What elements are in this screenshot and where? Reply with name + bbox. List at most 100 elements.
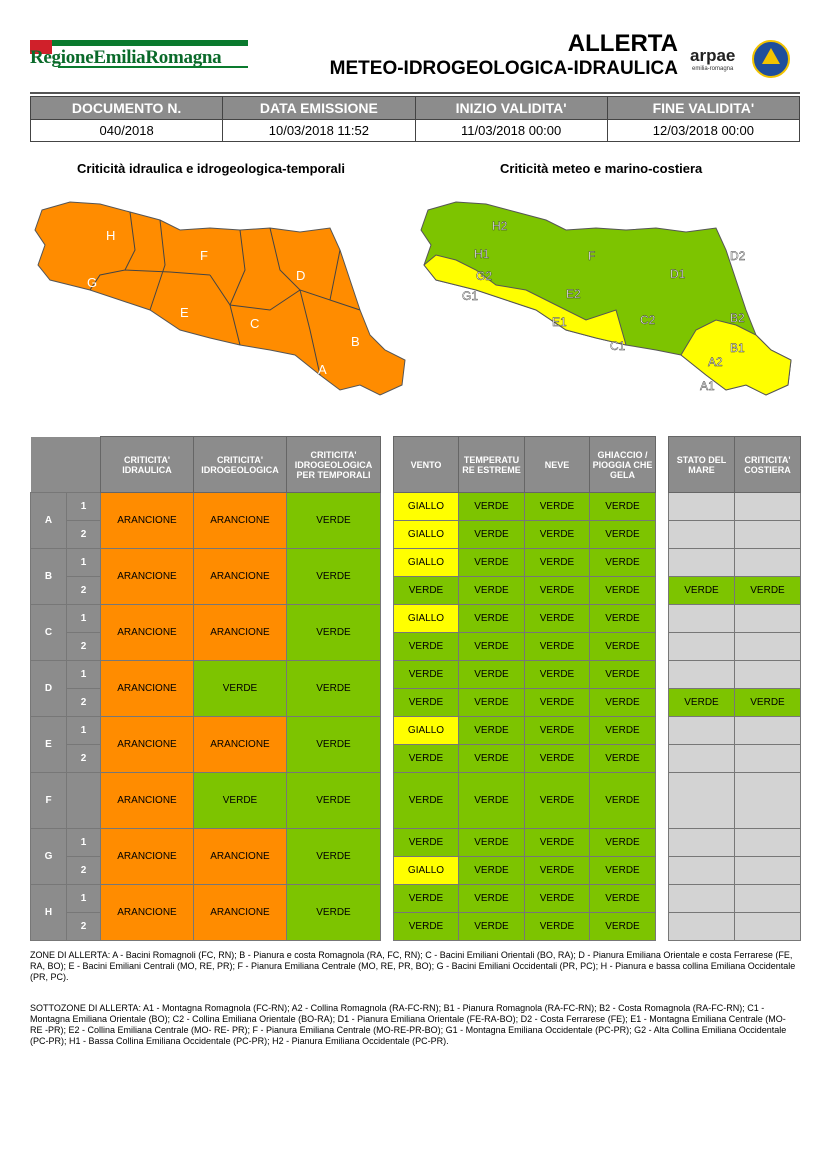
a2-ghiaccio: VERDE xyxy=(589,520,656,549)
f-temperature: VERDE xyxy=(458,772,525,829)
subzone-label: 1 xyxy=(66,492,101,521)
b-idraulica: ARANCIONE xyxy=(100,548,194,605)
t3-body: VERDE VERDE VERDE VERDE xyxy=(668,492,801,941)
e2-neve: VERDE xyxy=(524,744,590,773)
criticita-meteo-table: VENTO TEMPERATU RE ESTREME NEVE GHIACCIO… xyxy=(393,436,656,941)
a1-vento: GIALLO xyxy=(393,492,459,521)
d1-temperature: VERDE xyxy=(458,660,525,689)
c1-costiera xyxy=(734,604,801,633)
protezione-civile-triangle-icon xyxy=(762,48,780,64)
e1-ghiaccio: VERDE xyxy=(589,716,656,745)
a2-neve: VERDE xyxy=(524,520,590,549)
t3-header-costiera: CRITICITA' COSTIERA xyxy=(734,436,801,493)
doc-header-emissione: DATA EMISSIONE xyxy=(222,96,416,120)
page-title: ALLERTA xyxy=(567,30,678,57)
g1-ghiaccio: VERDE xyxy=(589,828,656,857)
right-map-yellow-east xyxy=(680,319,792,396)
f-mare xyxy=(668,772,735,829)
right-map-title: Criticità meteo e marino-costiera xyxy=(500,161,703,176)
doc-header-inizio: INIZIO VALIDITA' xyxy=(414,96,608,120)
zone-label-h: H xyxy=(30,884,67,941)
b2-ghiaccio: VERDE xyxy=(589,576,656,605)
subzone-label: 2 xyxy=(66,912,101,941)
b1-temperature: VERDE xyxy=(458,548,525,577)
right-map-label-e2: E2 xyxy=(566,287,581,301)
h1-costiera xyxy=(734,884,801,913)
right-map-label-h1: H1 xyxy=(474,247,490,261)
c-temporali: VERDE xyxy=(286,604,381,661)
g2-costiera xyxy=(734,856,801,885)
right-map-label-h2: H2 xyxy=(492,219,508,233)
h1-ghiaccio: VERDE xyxy=(589,884,656,913)
doc-value-numero: 040/2018 xyxy=(29,119,224,142)
d2-neve: VERDE xyxy=(524,688,590,717)
region-logo-bar xyxy=(30,40,248,46)
b1-vento: GIALLO xyxy=(393,548,459,577)
g1-costiera xyxy=(734,828,801,857)
h2-temperature: VERDE xyxy=(458,912,525,941)
g2-neve: VERDE xyxy=(524,856,590,885)
f-temporali: VERDE xyxy=(286,772,381,829)
subzone-label: 1 xyxy=(66,660,101,689)
doc-header-fine: FINE VALIDITA' xyxy=(606,96,801,120)
arpae-logo: arpae xyxy=(690,46,735,66)
a1-temperature: VERDE xyxy=(458,492,525,521)
d1-costiera xyxy=(734,660,801,689)
region-logo-text: RegioneEmiliaRomagna xyxy=(30,47,222,68)
doc-header-numero: DOCUMENTO N. xyxy=(29,96,224,120)
header-divider xyxy=(30,92,800,94)
right-map-label-a1: A1 xyxy=(700,379,715,393)
b1-neve: VERDE xyxy=(524,548,590,577)
a-idrogeologica: ARANCIONE xyxy=(193,492,287,549)
h1-neve: VERDE xyxy=(524,884,590,913)
a2-mare xyxy=(668,520,735,549)
g1-vento: VERDE xyxy=(393,828,459,857)
left-map-title: Criticità idraulica e idrogeologica-temp… xyxy=(77,161,346,176)
d2-costiera: VERDE xyxy=(734,688,801,717)
a2-costiera xyxy=(734,520,801,549)
t2-header-temperature: TEMPERATU RE ESTREME xyxy=(458,436,525,493)
zone-label-d: D xyxy=(30,660,67,717)
c1-temperature: VERDE xyxy=(458,604,525,633)
region-logo-flag-icon xyxy=(30,40,52,54)
left-map-label-e: E xyxy=(180,305,189,320)
g-temporali: VERDE xyxy=(286,828,381,885)
e2-vento: VERDE xyxy=(393,744,459,773)
c2-ghiaccio: VERDE xyxy=(589,632,656,661)
f-vento: VERDE xyxy=(393,772,459,829)
d1-vento: VERDE xyxy=(393,660,459,689)
g1-mare xyxy=(668,828,735,857)
subzone-label: 1 xyxy=(66,828,101,857)
region-logo-underline xyxy=(58,66,248,68)
a1-costiera xyxy=(734,492,801,521)
h1-vento: VERDE xyxy=(393,884,459,913)
right-map-yellow-south xyxy=(423,254,627,346)
subzone-label: 2 xyxy=(66,688,101,717)
t1-header-idrogeologica: CRITICITA' IDROGEOLOGICA xyxy=(193,436,287,493)
subzone-label: 2 xyxy=(66,744,101,773)
c2-vento: VERDE xyxy=(393,632,459,661)
right-map-label-g2: G2 xyxy=(476,269,492,283)
h1-temperature: VERDE xyxy=(458,884,525,913)
b-idrogeologica: ARANCIONE xyxy=(193,548,287,605)
b2-neve: VERDE xyxy=(524,576,590,605)
right-map-label-d1: D1 xyxy=(670,267,686,281)
d1-neve: VERDE xyxy=(524,660,590,689)
right-map-label-d2: D2 xyxy=(730,249,746,263)
d1-ghiaccio: VERDE xyxy=(589,660,656,689)
g-idraulica: ARANCIONE xyxy=(100,828,194,885)
right-map-label-c2: C2 xyxy=(640,313,656,327)
subzone-label: 2 xyxy=(66,576,101,605)
document-info-table: DOCUMENTO N. DATA EMISSIONE INIZIO VALID… xyxy=(29,96,801,142)
c-idraulica: ARANCIONE xyxy=(100,604,194,661)
t2-body: GIALLO VERDE VERDE VERDE GIALLO VERDE VERDE VER… xyxy=(393,492,656,941)
criticita-costiera-table: STATO DEL MARE CRITICITA' COSTIERA VERDE… xyxy=(668,436,801,941)
left-map-label-d: D xyxy=(296,268,305,283)
right-map-label-f: F xyxy=(588,249,595,263)
right-map-label-a2: A2 xyxy=(708,355,723,369)
left-criticality-map: H F G D E C B A xyxy=(34,201,406,396)
page-subtitle: METEO-IDROGEOLOGICA-IDRAULICA xyxy=(329,58,678,79)
right-map-label-b2: B2 xyxy=(730,311,745,325)
a1-neve: VERDE xyxy=(524,492,590,521)
h2-mare xyxy=(668,912,735,941)
